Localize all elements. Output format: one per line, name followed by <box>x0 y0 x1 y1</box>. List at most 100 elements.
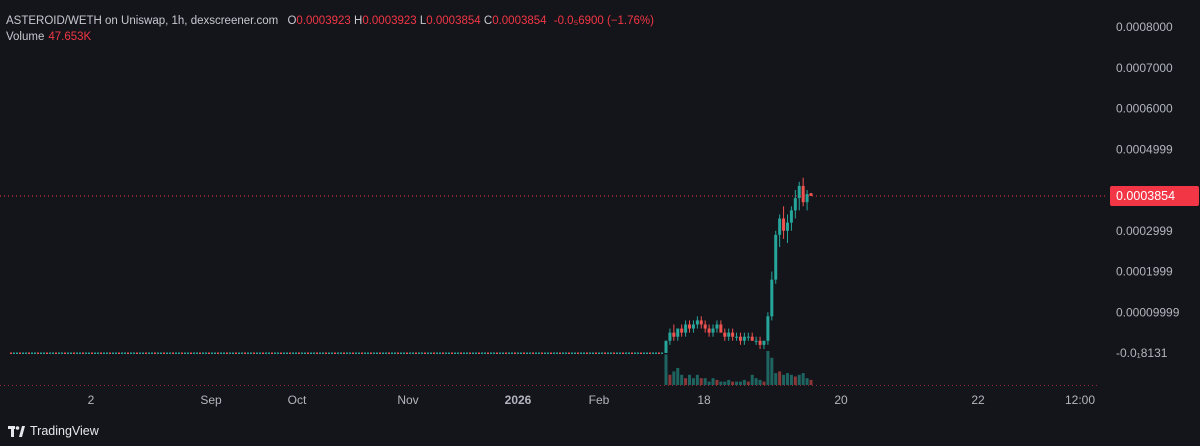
y-axis: 0.0008000 0.0007000 0.0006000 0.0004999 0.00… <box>1116 20 1180 360</box>
flat-candle <box>58 352 60 354</box>
flat-candle <box>334 352 336 354</box>
flat-candle <box>475 352 477 354</box>
flat-candle <box>457 352 459 354</box>
volume-bar <box>797 374 801 385</box>
flat-candle <box>118 352 120 354</box>
flat-candle <box>484 352 486 354</box>
y-tick-label: 0.0007000 <box>1116 61 1173 75</box>
flat-candle <box>253 352 255 354</box>
flat-candle <box>283 352 285 354</box>
flat-candle <box>130 352 132 354</box>
flat-candle <box>427 352 429 354</box>
volume-bar <box>793 376 797 385</box>
tradingview-icon <box>8 425 25 437</box>
tradingview-logo[interactable]: TradingView <box>8 424 99 438</box>
flat-candle <box>187 352 189 354</box>
candle-body <box>758 340 762 345</box>
flat-candle <box>592 352 594 354</box>
flat-candle <box>160 352 162 354</box>
flat-candle <box>487 352 489 354</box>
flat-candle <box>442 352 444 354</box>
flat-candle <box>409 352 411 354</box>
flat-candle <box>250 352 252 354</box>
volume-bar <box>789 374 793 385</box>
candle-body <box>727 332 731 337</box>
candle-body <box>742 336 746 341</box>
candle-body <box>731 332 735 337</box>
candle-body <box>684 324 688 333</box>
flat-candle <box>466 352 468 354</box>
flat-candle <box>37 352 39 354</box>
volume-bar <box>770 357 774 385</box>
flat-candle <box>82 352 84 354</box>
price-line-flat <box>10 352 663 354</box>
flat-candle <box>622 352 624 354</box>
flat-candle <box>355 352 357 354</box>
flat-candle <box>181 352 183 354</box>
volume-bar <box>750 374 754 385</box>
volume-bar <box>731 381 735 385</box>
flat-candle <box>394 352 396 354</box>
flat-candle <box>262 352 264 354</box>
candle-body <box>766 316 770 341</box>
candle-body <box>688 324 692 329</box>
x-tick-label: Sep <box>200 393 222 407</box>
x-tick-label: Oct <box>288 393 307 407</box>
candle-body <box>691 324 695 329</box>
volume-bar <box>676 368 680 385</box>
volume-bar <box>664 354 668 385</box>
volume-label: Volume <box>6 31 45 43</box>
flat-candle <box>424 352 426 354</box>
flat-candle <box>145 352 147 354</box>
flat-candle <box>115 352 117 354</box>
flat-candle <box>286 352 288 354</box>
flat-candle <box>436 352 438 354</box>
x-tick-label: 22 <box>971 393 985 407</box>
flat-candle <box>652 352 654 354</box>
footer: TradingView <box>0 418 1200 446</box>
x-tick-label: 20 <box>834 393 848 407</box>
flat-candle <box>238 352 240 354</box>
candle-body <box>762 340 766 345</box>
volume-bar <box>738 381 742 385</box>
flat-candle <box>289 352 291 354</box>
flat-candle <box>490 352 492 354</box>
candle-body <box>782 218 786 231</box>
volume-bar <box>778 371 782 385</box>
flat-candle <box>280 352 282 354</box>
flat-candle <box>193 352 195 354</box>
candle-body <box>676 328 680 337</box>
flat-candle <box>604 352 606 354</box>
flat-candle <box>388 352 390 354</box>
price-chart[interactable]: 0.0008000 0.0007000 0.0006000 0.0004999 0.00… <box>0 0 1200 418</box>
flat-candle <box>610 352 612 354</box>
flat-candle <box>133 352 135 354</box>
volume-bar <box>703 378 707 385</box>
flat-candle <box>175 352 177 354</box>
flat-candle <box>400 352 402 354</box>
flat-candle <box>19 352 21 354</box>
flat-candle <box>520 352 522 354</box>
flat-candle <box>307 352 309 354</box>
volume-bar <box>762 381 766 385</box>
flat-candle <box>25 352 27 354</box>
flat-candle <box>496 352 498 354</box>
flat-candle <box>433 352 435 354</box>
flat-candle <box>316 352 318 354</box>
flat-candle <box>643 352 645 354</box>
candle-body <box>735 336 739 338</box>
flat-candle <box>277 352 279 354</box>
volume-bar <box>735 381 739 385</box>
x-tick-label: 18 <box>697 393 711 407</box>
flat-candle <box>172 352 174 354</box>
flat-candle <box>583 352 585 354</box>
flat-candle <box>430 352 432 354</box>
flat-candle <box>304 352 306 354</box>
flat-candle <box>322 352 324 354</box>
candle-body <box>719 324 723 333</box>
flat-candle <box>88 352 90 354</box>
legend-high-value: 0.0003923 <box>362 15 417 27</box>
flat-candle <box>142 352 144 354</box>
flat-candle <box>634 352 636 354</box>
flat-candle <box>43 352 45 354</box>
